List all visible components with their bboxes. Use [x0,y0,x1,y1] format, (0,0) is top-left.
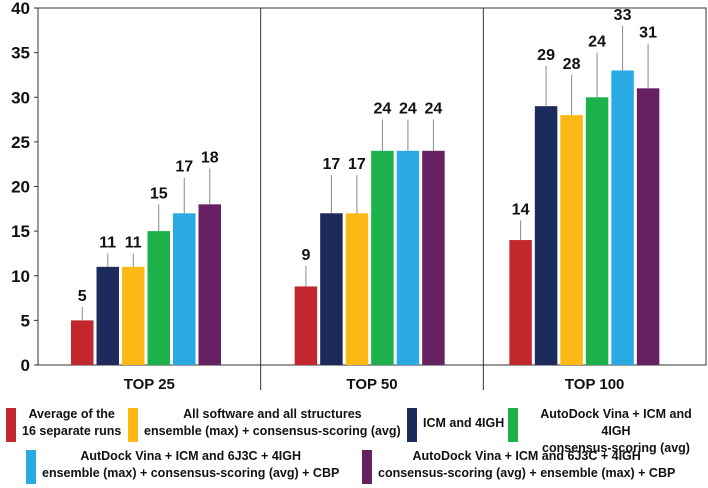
data-label: 11 [125,234,142,251]
data-label: 31 [639,25,657,42]
legend-swatch-purple [362,450,372,484]
bar-chart: 0 5 10 15 20 25 30 35 40 5 11 11 15 17 18 TOP 25 9 17 17 24… [11,0,707,393]
bar [96,266,119,365]
data-label: 14 [512,201,530,218]
legend-swatch-red [6,408,16,442]
legend-item-vina-icm-4igh: AutoDock Vina + ICM and 4IGH consensus-s… [508,406,708,457]
y-tick-label: 40 [11,0,30,18]
legend-item-average-runs: Average of the 16 separate runs [6,406,121,442]
y-tick-label: 0 [21,356,30,375]
legend-item-icm-4igh: ICM and 4IGH [407,406,504,442]
legend-swatch-green [508,408,518,442]
legend-label: AutoDock Vina + ICM and 4IGH consensus-s… [540,407,692,455]
legend-item-all-software: All software and all structures ensemble… [128,406,401,442]
y-tick-label: 25 [11,133,30,152]
data-label: 17 [323,156,341,173]
bar [534,106,558,366]
bar [198,204,221,365]
data-label: 11 [99,234,116,251]
bar [71,320,94,365]
y-tick-label: 30 [11,88,30,107]
data-label: 33 [614,7,632,24]
data-label: 24 [374,101,392,118]
data-label: 17 [175,159,193,176]
bar [122,266,145,365]
category-label: TOP 25 [124,376,175,393]
y-tick-label: 10 [11,267,30,286]
data-label: 5 [78,288,87,305]
legend: Average of the 16 separate runs All soft… [0,400,708,488]
y-tick-label: 20 [11,178,30,197]
y-tick-label: 35 [11,44,30,63]
legend-swatch-navy [407,408,417,442]
data-label: 9 [301,247,310,264]
data-label: 24 [425,101,443,118]
data-label: 24 [399,101,417,118]
legend-swatch-cyan [26,450,36,484]
legend-label: ICM and 4IGH [423,416,505,430]
bar [320,213,343,365]
legend-item-autdock-ensemble: AutDock Vina + ICM and 6J3C + 4IGH ensem… [26,448,339,484]
bar [509,240,532,365]
bar [422,150,445,365]
legend-label: AutoDock Vina + ICM and 6J3C + 4IGH cons… [378,449,676,480]
data-label: 28 [563,56,581,73]
bar [345,213,369,365]
data-label: 29 [537,47,555,64]
data-label: 15 [150,185,168,202]
legend-label: AutDock Vina + ICM and 6J3C + 4IGH ensem… [42,449,340,480]
bar [294,286,318,365]
bar [371,150,394,365]
bar [173,213,196,365]
bar [396,150,420,365]
bar [560,115,583,365]
data-label: 24 [588,34,606,51]
legend-item-vina-consensus-cbp: AutoDock Vina + ICM and 6J3C + 4IGH cons… [362,448,675,484]
y-tick-label: 15 [11,222,30,241]
data-label: 18 [201,150,219,167]
legend-label: Average of the 16 separate runs [22,407,122,438]
data-label: 17 [348,156,366,173]
category-label: TOP 100 [565,376,625,393]
bar [147,231,170,365]
y-tick-label: 5 [21,311,30,330]
category-label: TOP 50 [346,376,397,393]
bar [585,97,609,365]
legend-swatch-yellow [128,408,138,442]
bar [636,88,660,365]
bar [611,70,634,365]
legend-label: All software and all structures ensemble… [144,407,401,438]
